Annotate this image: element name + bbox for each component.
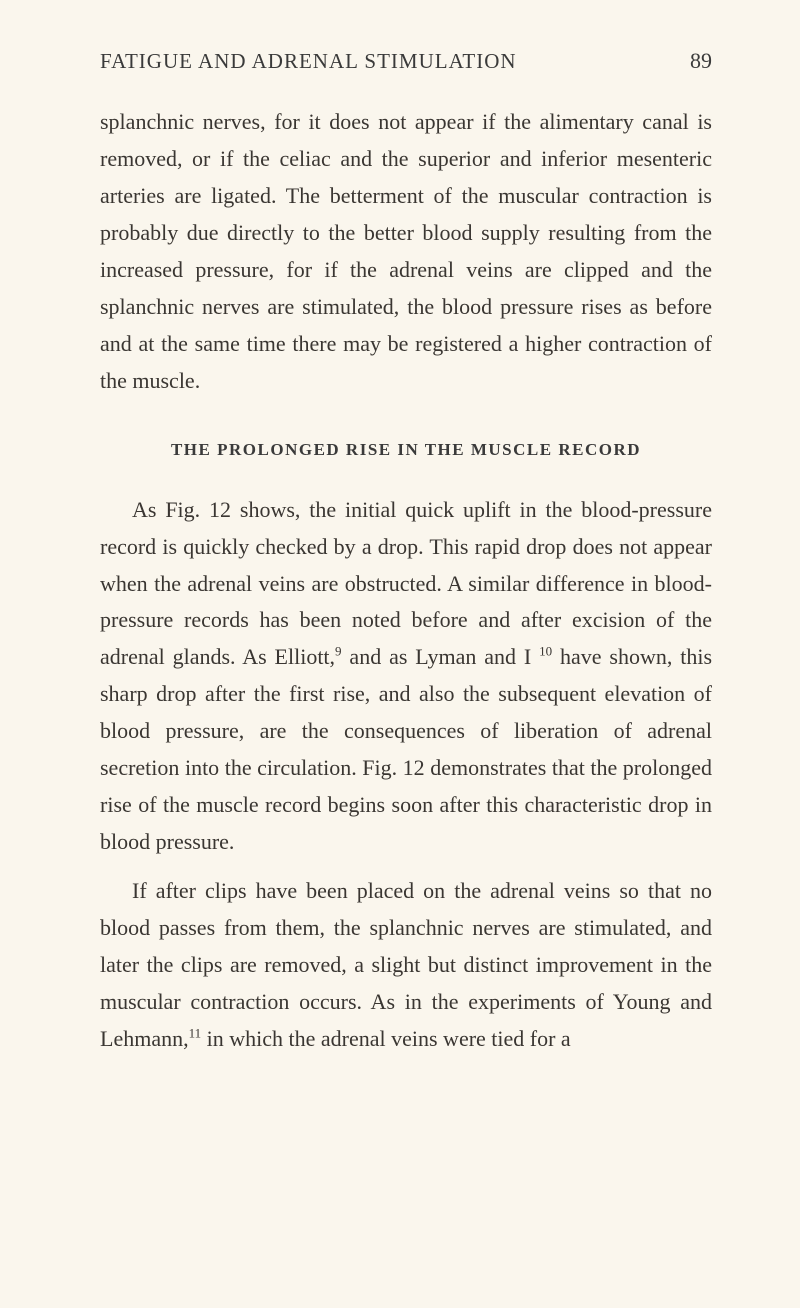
page-header: FATIGUE AND ADRENAL STIMULATION 89 [100,48,712,74]
section-heading: THE PROLONGED RISE IN THE MUSCLE RECORD [100,440,712,460]
page-number: 89 [690,48,712,74]
paragraph-2: As Fig. 12 shows, the initial quick upli… [100,492,712,862]
running-title: FATIGUE AND ADRENAL STIMULATION [100,49,517,74]
p2-text-b: and as Lyman and I [342,644,540,669]
paragraph-3: If after clips have been placed on the a… [100,873,712,1058]
p3-text-b: in which the adrenal veins were tied for… [201,1026,571,1051]
paragraph-1: splanchnic nerves, for it does not appea… [100,104,712,400]
p2-text-c: have shown, this sharp drop after the fi… [100,644,712,854]
footnote-ref-10: 10 [539,644,552,659]
footnote-ref-11: 11 [189,1026,202,1041]
